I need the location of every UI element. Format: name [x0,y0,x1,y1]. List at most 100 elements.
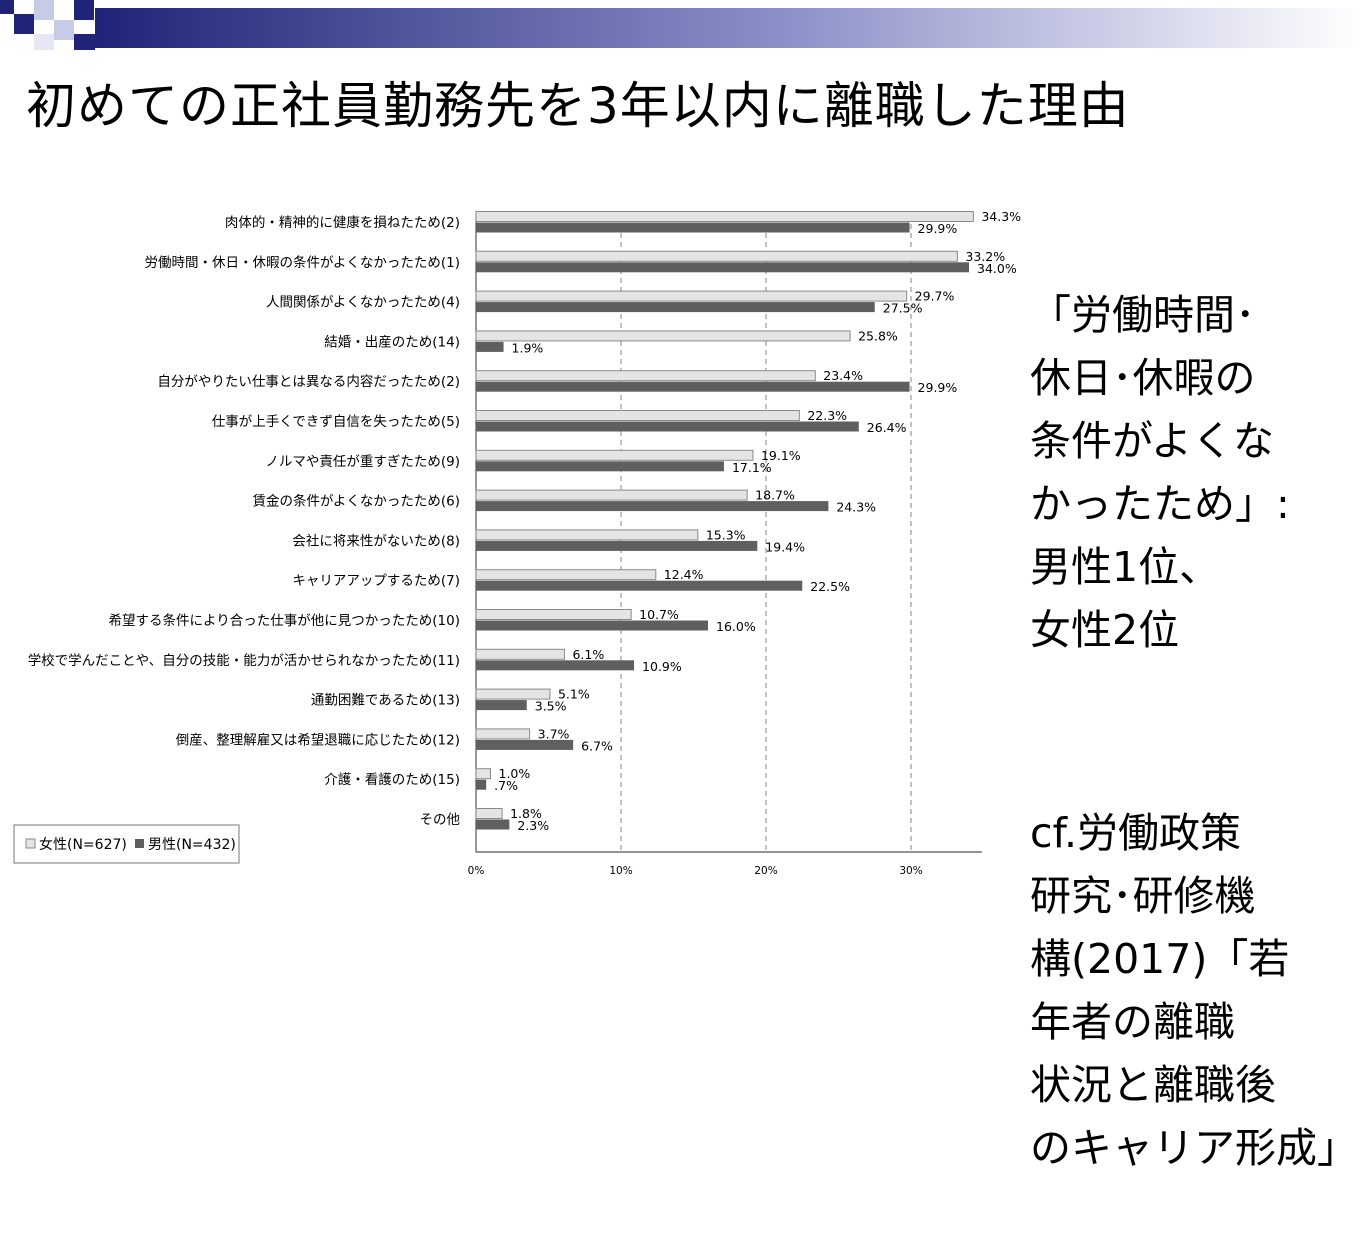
category-label: キャリアアップするため(7) [292,573,460,589]
bar-male [476,580,803,591]
header-square [14,14,34,34]
bar-male [476,620,708,631]
x-tick-label: 0% [468,865,485,877]
bar-male [476,660,635,671]
x-tick-label: 10% [609,865,632,877]
value-label-male: 26.4% [867,420,907,435]
value-label-male: 22.5% [810,579,850,594]
legend-swatch-female [25,838,36,849]
value-label-female: 1.8% [510,806,542,821]
bar-female [475,688,551,700]
bar-female [475,648,565,660]
category-label: 倒産、整理解雇又は希望退職に応じたため(12) [176,731,460,748]
header-gradient-bar [95,8,1360,48]
header-square [74,0,94,20]
value-label-male: 27.5% [883,301,923,316]
x-tick-label: 20% [754,865,777,877]
category-label: 介護・看護のため(15) [324,772,460,788]
category-label: 人間関係がよくなかったため(4) [266,295,460,311]
category-label: 結婚・出産のため(14) [324,334,460,350]
value-label-female: 15.3% [706,527,746,542]
bar-female [475,529,699,541]
bar-female [475,489,748,501]
bar-female [475,808,503,819]
category-label: ノルマや責任が重すぎたため(9) [265,454,460,470]
value-label-female: 29.7% [915,289,955,304]
bar-male [476,461,724,472]
category-label: 会社に将来性がないため(8) [292,533,460,549]
side-note: 「労働時間･ 休日･休暇の 条件がよくな かったため」: 男性1位、 女性2位 [1030,291,1290,654]
bar-male [476,501,829,512]
bar-female [475,250,958,262]
value-label-female: 34.3% [981,209,1021,224]
category-label: 通勤困難であるため(13) [311,693,460,709]
bar-chart: 0% 10% 20% 30% 34.3% 29.9% 肉体的・精神的に健康を損ねたため(2)… [13,209,1021,877]
value-label-female: 1.0% [499,766,531,781]
bar-male [476,421,859,432]
bar-male [476,739,574,750]
bar-female [475,609,632,620]
value-label-male: 1.9% [512,340,544,355]
category-label: 希望する条件により合った仕事が他に見つかったため(10) [109,612,460,629]
value-label-female: 6.1% [572,647,604,662]
legend-label-male: 男性(N=432) [148,837,236,853]
header-square [34,0,54,20]
value-label-female: 33.2% [965,249,1005,264]
bar-female [475,330,851,342]
bar-female [475,290,908,302]
value-label-female: 19.1% [761,448,801,463]
bar-male [476,222,910,233]
bar-female [475,410,800,421]
legend-swatch-male [135,839,144,848]
labels-layer: 0% 10% 20% 30% 34.3% 29.9% 肉体的・精神的に健康を損ねたため(2)… [28,209,1021,877]
bars-layer [475,211,974,830]
x-tick-label: 30% [899,865,922,877]
bar-male [476,381,910,392]
header-decoration [0,0,1360,50]
value-label-male: 29.9% [918,221,958,236]
value-label-female: 25.8% [858,328,898,343]
bar-female [475,768,491,780]
value-label-male: 24.3% [836,500,876,515]
value-label-female: 10.7% [639,607,679,622]
bar-male [476,341,504,352]
bar-male [476,700,527,711]
value-label-male: .7% [494,778,518,793]
value-label-male: 10.9% [642,659,682,674]
bar-male [476,779,487,790]
value-label-male: 17.1% [732,460,772,475]
value-label-female: 22.3% [807,408,847,423]
bar-female [475,569,657,581]
bar-female [475,370,816,382]
category-label: 学校で学んだことや、自分の技能・能力が活かせられなかったため(11) [28,652,460,669]
legend-label-female: 女性(N=627) [39,836,127,853]
category-label: 自分がやりたい仕事とは異なる内容だったため(2) [157,373,460,390]
value-label-male: 29.9% [918,380,958,395]
bar-female [475,728,531,740]
header-square [54,20,74,40]
bar-female [475,449,754,461]
category-label: 仕事が上手くできず自信を失ったため(5) [212,414,460,430]
header-square [34,34,54,50]
category-label: 肉体的・精神的に健康を損ねたため(2) [225,214,460,231]
header-square [74,34,95,50]
header-square [0,0,14,14]
value-label-male: 2.3% [517,818,549,833]
side-text-panel: 「労働時間･ 休日･休暇の 条件がよくな かったため」: 男性1位、 女性2位 … [1030,158,1358,1243]
category-label: 賃金の条件がよくなかったため(6) [253,493,460,510]
value-label-female: 3.7% [538,726,570,741]
value-label-female: 23.4% [823,368,863,383]
bar-female [475,211,974,222]
page-title: 初めての正社員勤務先を3年以内に離職した理由 [26,77,1130,135]
value-label-male: 19.4% [765,539,805,554]
legend-box [13,824,240,864]
value-label-male: 3.5% [535,699,567,714]
value-label-male: 16.0% [716,619,756,634]
side-citation: cf.労働政策 研究･研修機 構(2017)「若 年者の離職 状況と離職後 のキ… [1030,809,1358,1172]
bar-male [476,819,510,830]
value-label-female: 12.4% [664,567,704,582]
category-label: 労働時間・休日・休暇の条件がよくなかったため(1) [145,254,460,271]
value-label-female: 18.7% [755,488,795,503]
bar-male [476,262,969,273]
value-label-male: 34.0% [977,261,1017,276]
